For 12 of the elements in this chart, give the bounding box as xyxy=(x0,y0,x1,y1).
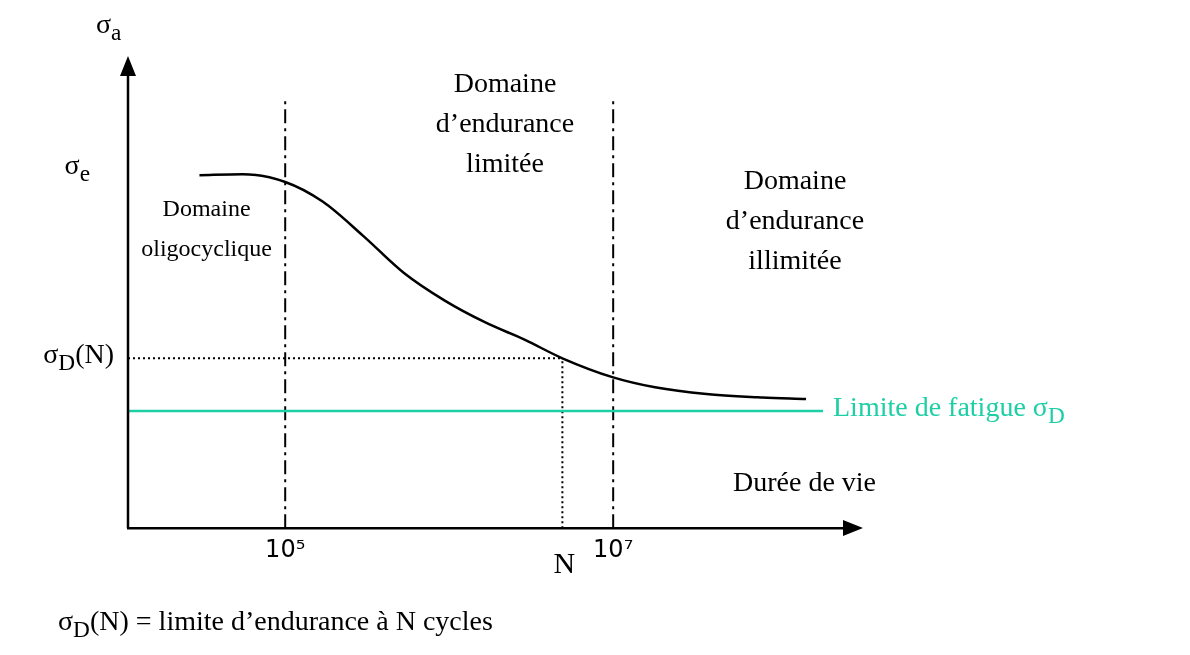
x-tick-label: 10⁵ xyxy=(265,534,306,563)
ref-line-label: Limite de fatigue σ$_{D}$ xyxy=(833,391,1065,429)
y-axis-title: σ$_{a}$ xyxy=(96,8,122,46)
x-axis-title: Durée de vie xyxy=(733,466,877,499)
annotation: Domaine d’endurance illimitée xyxy=(724,162,866,277)
text: σ$_{D}$(N) = limite d’endurance à N cycles xyxy=(58,605,493,643)
text: σ$_{e}$ xyxy=(64,149,90,187)
x-tick-label: 10⁷ xyxy=(593,534,634,563)
ref-line-label: N xyxy=(553,546,576,581)
ref-line-label: σ$_{D}$(N) xyxy=(43,338,114,376)
annotation: Domaine oligocyclique xyxy=(140,194,273,264)
annotation: Domaine d’endurance limitée xyxy=(434,66,576,181)
